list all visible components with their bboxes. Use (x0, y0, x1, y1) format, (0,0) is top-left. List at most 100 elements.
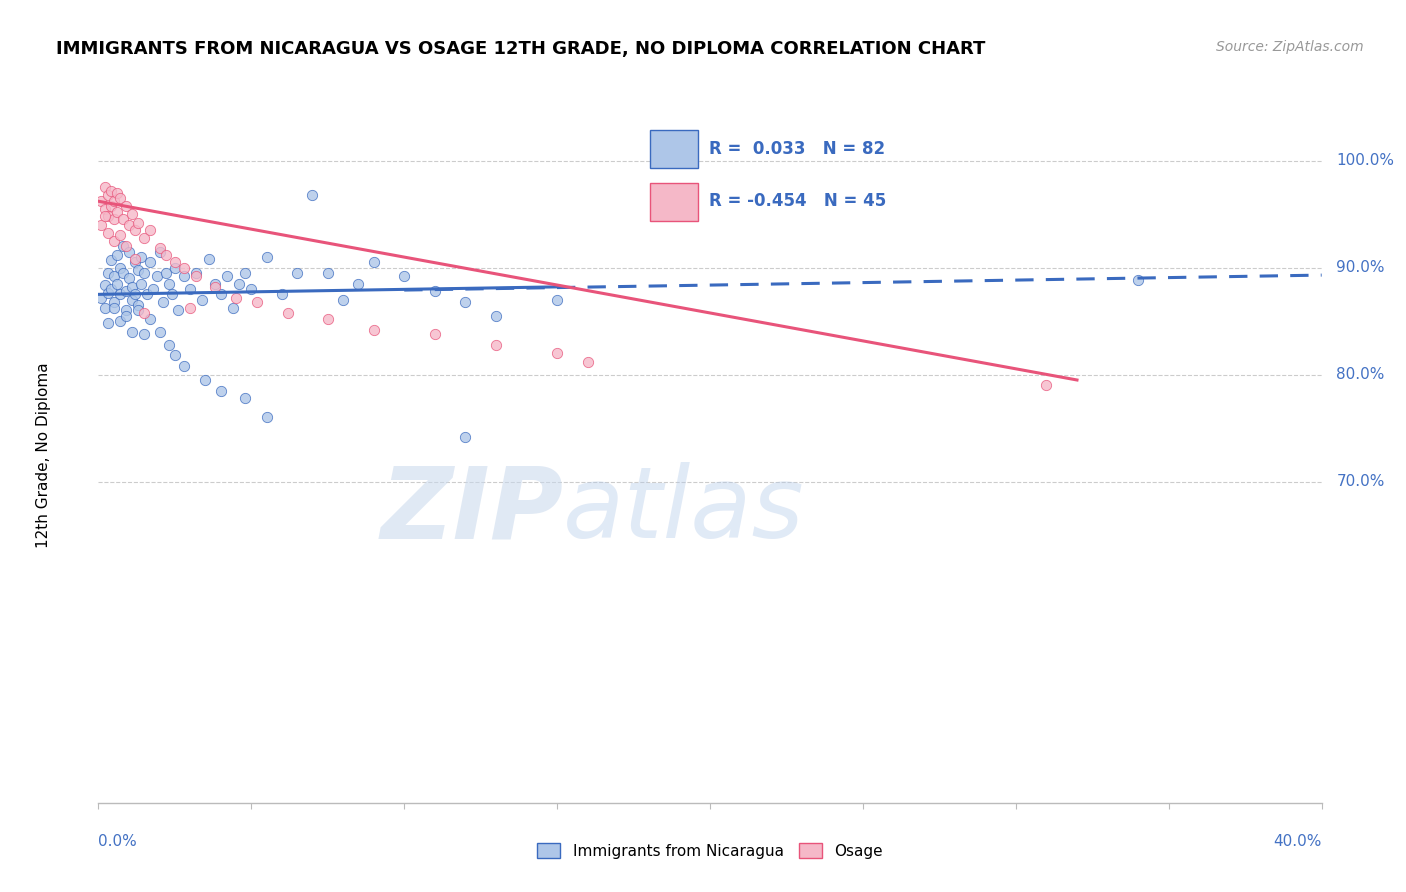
Point (163, 255, 186, 269)
Point (225, 291, 247, 305)
Point (149, 325, 172, 339)
Point (197, 252, 219, 266)
Point (103, 194, 125, 209)
Point (105, 277, 128, 291)
Point (108, 191, 131, 205)
Point (152, 294, 174, 309)
Point (121, 207, 143, 221)
Point (90, 291, 112, 305)
Point (204, 277, 226, 291)
Point (103, 212, 125, 227)
Point (246, 294, 269, 309)
Point (93, 301, 115, 316)
Point (546, 346, 568, 360)
Point (134, 326, 156, 341)
Point (301, 187, 323, 202)
Point (93, 277, 115, 292)
Point (103, 294, 125, 309)
Text: atlas: atlas (564, 462, 804, 559)
Point (157, 337, 180, 351)
Point (576, 355, 599, 369)
Point (100, 282, 122, 296)
Text: 40.0%: 40.0% (1274, 834, 1322, 849)
Point (179, 282, 201, 296)
Point (93, 209, 115, 223)
Point (1128, 273, 1150, 287)
Point (173, 359, 195, 373)
Point (127, 216, 149, 230)
Point (157, 277, 180, 291)
Point (90, 218, 112, 232)
Point (546, 293, 568, 307)
Point (363, 323, 385, 337)
Point (233, 266, 256, 280)
Text: 100.0%: 100.0% (1336, 153, 1395, 168)
Point (145, 269, 167, 284)
Point (240, 282, 263, 296)
Point (97, 227, 120, 241)
Point (155, 266, 177, 280)
Point (115, 309, 138, 323)
Point (163, 348, 186, 362)
Point (277, 305, 299, 319)
Point (149, 241, 172, 255)
Point (134, 266, 156, 280)
Point (111, 266, 134, 280)
Point (256, 250, 278, 264)
Point (215, 269, 238, 284)
Point (105, 186, 128, 200)
Point (100, 253, 122, 268)
Point (127, 262, 149, 277)
Legend: Immigrants from Nicaragua, Osage: Immigrants from Nicaragua, Osage (531, 837, 889, 864)
Point (454, 294, 477, 309)
Point (118, 271, 141, 285)
Point (134, 230, 156, 244)
Point (97, 316, 120, 330)
Point (97, 209, 120, 223)
Point (121, 280, 143, 294)
Text: IMMIGRANTS FROM NICARAGUA VS OSAGE 12TH GRADE, NO DIPLOMA CORRELATION CHART: IMMIGRANTS FROM NICARAGUA VS OSAGE 12TH … (56, 40, 986, 58)
Point (121, 293, 143, 307)
Point (103, 234, 125, 248)
Point (209, 287, 232, 301)
Text: 90.0%: 90.0% (1336, 260, 1385, 275)
Point (204, 280, 226, 294)
Point (129, 250, 152, 264)
Point (97, 266, 120, 280)
Point (139, 223, 162, 237)
Point (142, 282, 165, 296)
Point (111, 239, 134, 253)
Point (105, 205, 128, 219)
Point (423, 284, 446, 298)
Point (103, 269, 125, 284)
Point (118, 218, 141, 232)
Point (108, 228, 131, 243)
Text: 12th Grade, No Diploma: 12th Grade, No Diploma (37, 362, 51, 548)
Point (285, 266, 308, 280)
Point (115, 303, 138, 318)
Point (105, 248, 128, 262)
Point (124, 223, 146, 237)
Point (316, 312, 339, 326)
Point (93, 202, 115, 216)
Point (136, 287, 159, 301)
Point (108, 314, 131, 328)
Point (179, 301, 201, 316)
Point (194, 373, 217, 387)
Text: Source: ZipAtlas.com: Source: ZipAtlas.com (1216, 40, 1364, 54)
Point (100, 198, 122, 212)
Point (191, 293, 214, 307)
Point (316, 266, 339, 280)
Point (127, 303, 149, 318)
Point (363, 255, 385, 269)
Point (118, 244, 141, 259)
Point (332, 293, 354, 307)
Text: 0.0%: 0.0% (98, 834, 138, 849)
Point (100, 184, 122, 198)
Point (115, 239, 138, 253)
Point (139, 255, 162, 269)
Point (93, 180, 115, 194)
Point (155, 248, 177, 262)
Point (149, 244, 172, 259)
Point (173, 269, 195, 284)
